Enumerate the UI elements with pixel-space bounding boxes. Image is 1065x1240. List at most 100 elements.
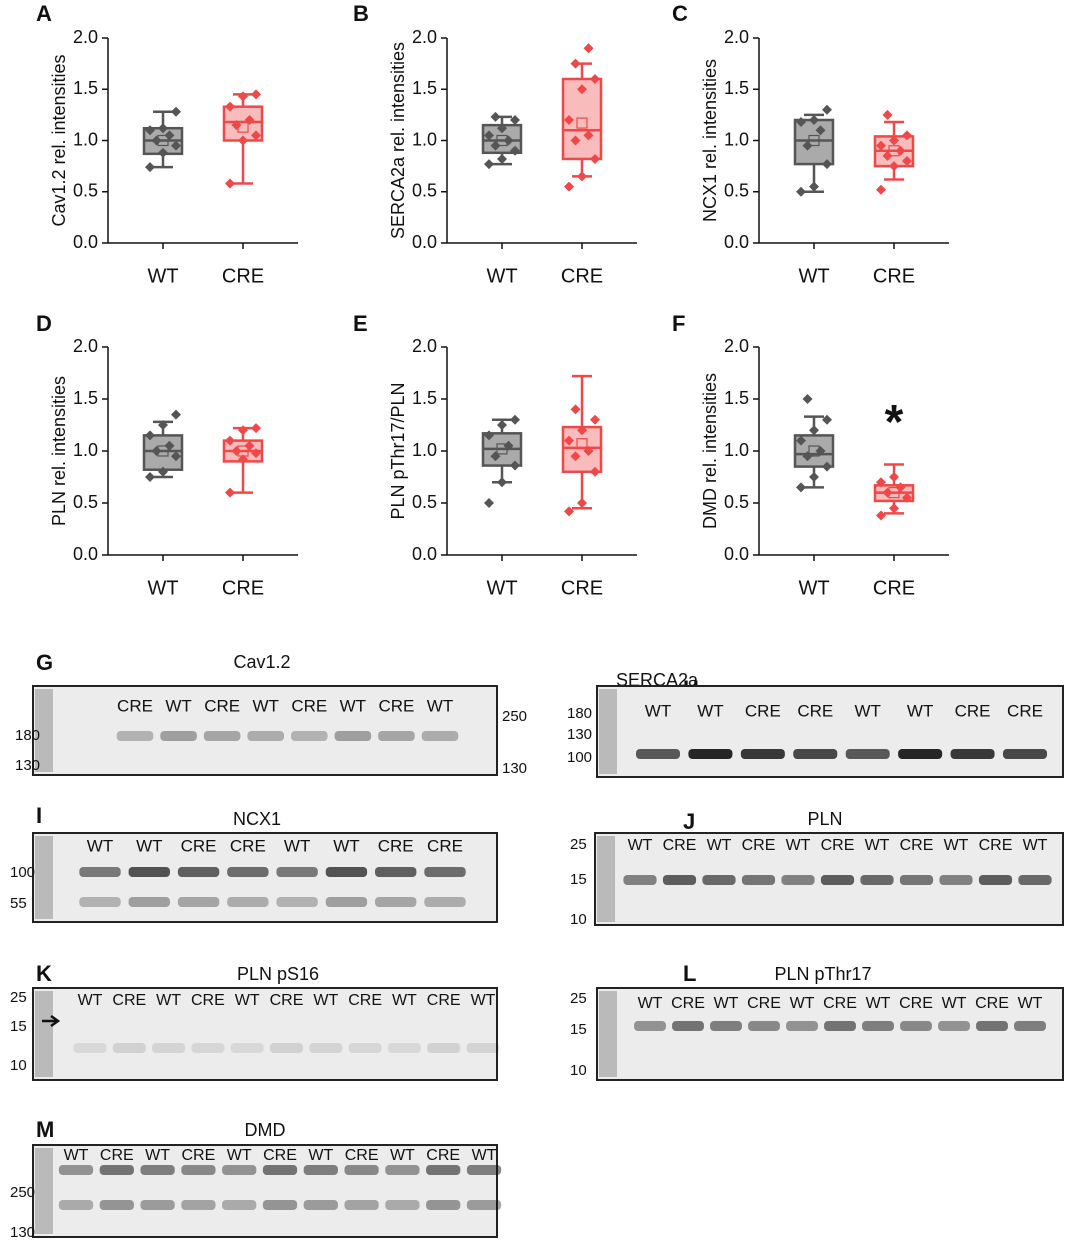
band (247, 731, 285, 741)
band (203, 731, 241, 741)
lane-label: WT (907, 701, 933, 720)
data-point (171, 451, 181, 462)
y-tick-label: 1.5 (412, 388, 437, 408)
y-tick-label: 2.0 (724, 27, 749, 47)
arrow (42, 1014, 61, 1028)
data-point (244, 440, 255, 451)
data-point (809, 115, 819, 125)
lane-label: CRE (745, 701, 781, 720)
data-point (238, 135, 248, 146)
marker-label: 130 (502, 760, 527, 777)
y-tick-label: 1.5 (724, 388, 749, 408)
marker-label: 100 (10, 864, 35, 881)
box-group (481, 111, 523, 170)
box-group (142, 106, 184, 173)
data-point (570, 58, 581, 69)
lane-label: CRE (900, 837, 934, 854)
data-point (796, 186, 806, 197)
lane-label: CRE (427, 992, 461, 1009)
data-point (564, 115, 574, 125)
data-point (510, 115, 520, 125)
lane-label: WT (697, 701, 723, 720)
y-tick-label: 2.0 (73, 336, 98, 356)
marker-label: 180 (15, 727, 40, 744)
box-group (793, 394, 835, 493)
band (710, 1021, 742, 1031)
lane-label: CRE (291, 696, 327, 715)
band (387, 1043, 421, 1053)
lane-label: CRE (955, 701, 991, 720)
band (634, 1021, 666, 1031)
band (860, 875, 894, 885)
data-point (497, 153, 507, 164)
data-point (796, 482, 806, 493)
lane-label: CRE (378, 696, 414, 715)
band (375, 897, 417, 907)
data-point (876, 477, 886, 488)
data-point (889, 472, 899, 482)
data-point (583, 130, 594, 141)
band (740, 749, 785, 759)
band (325, 867, 368, 877)
band (344, 1165, 379, 1175)
blot-image (32, 832, 498, 923)
lane-label: WT (392, 992, 417, 1009)
band (635, 749, 681, 759)
data-point (497, 477, 507, 488)
blot-title: PLN pThr17 (774, 964, 871, 984)
panel-letter: I (36, 803, 42, 828)
data-point (889, 503, 899, 514)
data-point (895, 145, 906, 156)
data-point (171, 140, 181, 151)
x-tick-label: WT (798, 265, 829, 287)
data-point (902, 156, 912, 166)
data-point (484, 130, 494, 141)
data-point (251, 89, 261, 100)
band (58, 1165, 94, 1175)
y-tick-label: 0.0 (412, 232, 437, 252)
blot-title: SERCA2a (616, 670, 699, 690)
data-point (882, 109, 893, 120)
band (898, 749, 943, 759)
lane-label: CRE (899, 995, 933, 1012)
panel-letter: A (36, 1, 52, 26)
band (976, 1021, 1008, 1031)
lane-label: CRE (1007, 701, 1043, 720)
band (128, 867, 170, 877)
lane-label: WT (64, 1147, 89, 1164)
marker-label: 250 (10, 1184, 35, 1201)
box-group (222, 89, 264, 189)
lane-label: CRE (427, 836, 463, 855)
band (466, 1200, 502, 1210)
band (385, 1200, 420, 1210)
band (672, 1021, 704, 1031)
data-point (158, 420, 168, 430)
data-point (225, 101, 235, 112)
data-point (238, 91, 248, 102)
y-tick-label: 1.5 (724, 78, 749, 98)
band (128, 897, 170, 907)
data-point (151, 446, 162, 456)
marker-label: 25 (570, 836, 587, 853)
marker-label: 130 (10, 1224, 35, 1240)
band (79, 897, 121, 907)
data-point (802, 394, 813, 404)
data-point (244, 115, 255, 125)
data-point (822, 159, 832, 170)
x-tick-label: WT (798, 577, 829, 599)
box-group (142, 409, 184, 482)
x-tick-label: WT (147, 577, 178, 599)
data-point (590, 74, 600, 84)
band (344, 1200, 379, 1210)
lane-label: WT (645, 701, 671, 720)
data-point (145, 430, 155, 441)
lane-label: WT (714, 995, 739, 1012)
y-tick-label: 1.0 (412, 129, 437, 149)
mean (808, 134, 820, 147)
band (845, 749, 890, 759)
data-point (151, 135, 162, 146)
y-tick-label: 1.0 (724, 440, 749, 460)
band (177, 897, 220, 907)
data-point (484, 498, 494, 508)
lane-label: CRE (263, 1147, 297, 1164)
